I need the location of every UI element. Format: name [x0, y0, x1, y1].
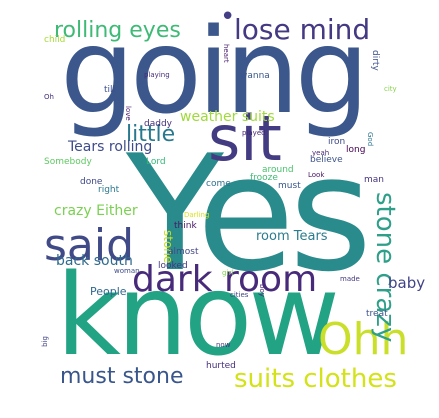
- word-city: city: [384, 85, 397, 93]
- word-must-stone: must stone: [60, 364, 184, 389]
- word-darling: Darling: [184, 211, 210, 219]
- word-weather-suits: weather suits: [180, 109, 275, 125]
- word-made: made: [340, 275, 360, 283]
- word-come: come: [206, 179, 231, 189]
- word-oh: Oh: [44, 93, 54, 101]
- word-till: till: [104, 85, 116, 95]
- word-must-small: must: [278, 181, 301, 191]
- word-big: big: [41, 336, 49, 347]
- word-treat: treat: [366, 309, 388, 319]
- word-long: long: [346, 145, 366, 155]
- word-wanna: wanna: [240, 71, 270, 81]
- word-people: People: [90, 285, 127, 298]
- word-frooze: frooze: [250, 173, 278, 183]
- word-room-tears: room Tears: [256, 229, 328, 244]
- word-daddy: daddy: [144, 119, 172, 129]
- word-crazy-either: crazy Either: [54, 203, 138, 219]
- word-cities: cities: [230, 291, 249, 299]
- word-look: Look: [308, 171, 325, 179]
- word-tears-rolling: Tears rolling: [68, 139, 153, 155]
- word-stone-mid: stone: [161, 230, 175, 264]
- word-god: God: [366, 132, 374, 147]
- word-said: said: [44, 220, 135, 271]
- word-stone-crazy: stone crazy: [370, 192, 400, 343]
- word-lord: Lord: [146, 157, 166, 167]
- word-hurted: hurted: [206, 361, 236, 371]
- word-looked: looked: [158, 261, 188, 271]
- word-somebody: Somebody: [44, 157, 92, 167]
- word-love: love: [124, 106, 132, 121]
- word-woman: woman: [114, 267, 140, 275]
- word-girl: girl: [222, 269, 234, 277]
- word-back-south: back south: [56, 253, 133, 269]
- word-rolling-eyes: rolling eyes: [54, 18, 181, 43]
- word-child: child: [44, 35, 66, 45]
- word-almost: almost: [168, 247, 199, 257]
- word-baby: baby: [388, 274, 426, 292]
- word-man: man: [364, 175, 384, 185]
- word-suits-clothes: suits clothes: [234, 364, 397, 394]
- word-right: right: [98, 185, 120, 195]
- word-little: little: [126, 122, 176, 147]
- word-playing: playing: [144, 71, 170, 79]
- word-yeah: yeah: [312, 149, 330, 157]
- word-going: going: [60, 2, 370, 140]
- word-lose-mind: lose mind: [234, 13, 371, 46]
- word-dirty: dirty: [370, 50, 380, 71]
- word-iron: iron: [328, 137, 346, 147]
- word-dot: •: [220, 2, 236, 32]
- word-know: know: [56, 251, 340, 381]
- word-believe: believe: [310, 155, 343, 165]
- word-think: think: [174, 221, 197, 231]
- word-yes: Yes: [126, 120, 372, 307]
- word-heart: heart: [222, 44, 230, 63]
- word-around: around: [262, 165, 294, 175]
- word-cloud-panel: Yes going know sit dark room said Ohh lo…: [34, 2, 425, 394]
- word-ohh: Ohh: [318, 314, 409, 365]
- word-dark-room: dark room: [132, 259, 318, 300]
- word-now: now: [216, 341, 231, 349]
- word-sit: sit: [208, 102, 282, 175]
- word-played: played: [242, 129, 266, 137]
- word-boy: boy: [258, 284, 266, 297]
- word-done: done: [80, 177, 103, 187]
